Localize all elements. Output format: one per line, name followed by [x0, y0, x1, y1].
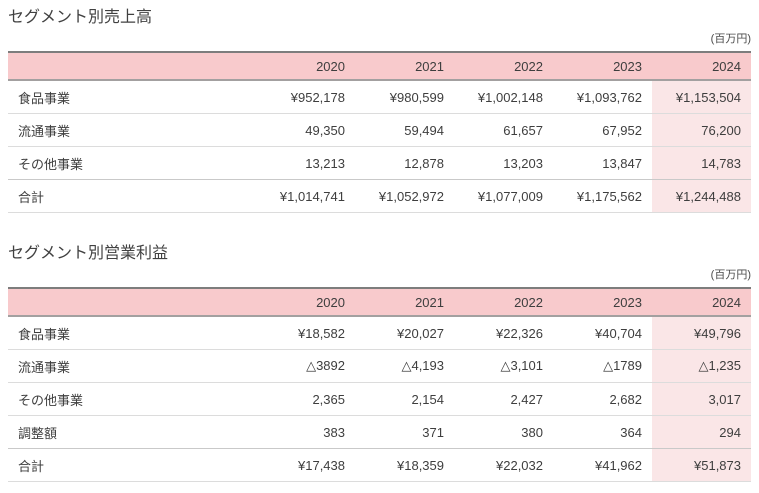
segment-label: その他事業 — [8, 383, 256, 416]
segment-name-header — [8, 51, 256, 81]
unit-label: (百万円) — [710, 33, 751, 45]
value-cell: ¥17,438 — [256, 449, 355, 482]
value-cell: 3,017 — [652, 383, 751, 416]
value-cell: 2,365 — [256, 383, 355, 416]
value-cell: ¥51,873 — [652, 449, 751, 482]
segment-label: 合計 — [8, 449, 256, 482]
value-cell: 364 — [553, 416, 652, 449]
table-title: セグメント別営業利益 — [8, 245, 169, 262]
value-cell: ¥952,178 — [256, 81, 355, 114]
year-header: 2024 — [652, 51, 751, 81]
year-header: 2024 — [652, 287, 751, 317]
value-cell: 13,213 — [256, 147, 355, 180]
table-head: 2020 2021 2022 2023 2024 — [8, 51, 751, 81]
value-cell: 12,878 — [355, 147, 454, 180]
value-cell: ¥22,326 — [454, 317, 553, 350]
segment-label: 流通事業 — [8, 350, 256, 383]
value-cell: △3892 — [256, 350, 355, 383]
table-head: 2020 2021 2022 2023 2024 — [8, 287, 751, 317]
segment-table: 2020 2021 2022 2023 2024 食品事業 ¥18,582 ¥20,027 ¥… — [8, 287, 751, 482]
value-cell: ¥49,796 — [652, 317, 751, 350]
value-cell: ¥22,032 — [454, 449, 553, 482]
segment-label: その他事業 — [8, 147, 256, 180]
value-cell: 13,203 — [454, 147, 553, 180]
total-row: 合計 ¥1,014,741 ¥1,052,972 ¥1,077,009 ¥1,175,5… — [8, 180, 751, 213]
segment-label: 流通事業 — [8, 114, 256, 147]
segment-table-section: セグメント別売上高 (百万円) 2020 2021 2022 2023 2024 食品事… — [8, 8, 751, 213]
value-cell: ¥1,002,148 — [454, 81, 553, 114]
value-cell: 49,350 — [256, 114, 355, 147]
value-cell: ¥40,704 — [553, 317, 652, 350]
table-title: セグメント別売上高 — [8, 9, 153, 26]
year-header: 2021 — [355, 51, 454, 81]
value-cell: 380 — [454, 416, 553, 449]
segment-label: 食品事業 — [8, 317, 256, 350]
value-cell: 61,657 — [454, 114, 553, 147]
year-header: 2022 — [454, 287, 553, 317]
unit-label: (百万円) — [710, 269, 751, 281]
value-cell: ¥20,027 — [355, 317, 454, 350]
table-row: その他事業 13,213 12,878 13,203 13,847 14,783 — [8, 147, 751, 180]
value-cell: △3,101 — [454, 350, 553, 383]
value-cell: 383 — [256, 416, 355, 449]
value-cell: ¥1,093,762 — [553, 81, 652, 114]
segment-table: 2020 2021 2022 2023 2024 食品事業 ¥952,178 ¥980,59… — [8, 51, 751, 213]
value-cell: 371 — [355, 416, 454, 449]
value-cell: ¥18,582 — [256, 317, 355, 350]
value-cell: 2,154 — [355, 383, 454, 416]
segment-table-section: セグメント別営業利益 (百万円) 2020 2021 2022 2023 2024 食品… — [8, 244, 751, 482]
value-cell: 67,952 — [553, 114, 652, 147]
year-header: 2022 — [454, 51, 553, 81]
value-cell: ¥41,962 — [553, 449, 652, 482]
table-row: 食品事業 ¥952,178 ¥980,599 ¥1,002,148 ¥1,093,762… — [8, 81, 751, 114]
value-cell: 76,200 — [652, 114, 751, 147]
table-row: 流通事業 49,350 59,494 61,657 67,952 76,200 — [8, 114, 751, 147]
value-cell: △1,235 — [652, 350, 751, 383]
value-cell: 59,494 — [355, 114, 454, 147]
value-cell: ¥18,359 — [355, 449, 454, 482]
value-cell: ¥980,599 — [355, 81, 454, 114]
segment-label: 合計 — [8, 180, 256, 213]
tables-root: セグメント別売上高 (百万円) 2020 2021 2022 2023 2024 食品事… — [8, 8, 751, 482]
total-row: 合計 ¥17,438 ¥18,359 ¥22,032 ¥41,962 ¥51,873 — [8, 449, 751, 482]
table-row: 食品事業 ¥18,582 ¥20,027 ¥22,326 ¥40,704 ¥49,796 — [8, 317, 751, 350]
table-row: 流通事業 △3892 △4,193 △3,101 △1789 △1,235 — [8, 350, 751, 383]
table-body: 食品事業 ¥18,582 ¥20,027 ¥22,326 ¥40,704 ¥49,796 流… — [8, 317, 751, 482]
segment-label: 食品事業 — [8, 81, 256, 114]
value-cell: ¥1,014,741 — [256, 180, 355, 213]
value-cell: △4,193 — [355, 350, 454, 383]
year-header: 2020 — [256, 287, 355, 317]
value-cell: 294 — [652, 416, 751, 449]
value-cell: ¥1,175,562 — [553, 180, 652, 213]
segment-label: 調整額 — [8, 416, 256, 449]
value-cell: ¥1,052,972 — [355, 180, 454, 213]
value-cell: 14,783 — [652, 147, 751, 180]
table-body: 食品事業 ¥952,178 ¥980,599 ¥1,002,148 ¥1,093,762… — [8, 81, 751, 213]
table-header-row: 2020 2021 2022 2023 2024 — [8, 287, 751, 317]
year-header: 2023 — [553, 287, 652, 317]
table-header-row: 2020 2021 2022 2023 2024 — [8, 51, 751, 81]
value-cell: △1789 — [553, 350, 652, 383]
value-cell: 2,427 — [454, 383, 553, 416]
segment-name-header — [8, 287, 256, 317]
value-cell: ¥1,153,504 — [652, 81, 751, 114]
year-header: 2020 — [256, 51, 355, 81]
year-header: 2023 — [553, 51, 652, 81]
value-cell: 2,682 — [553, 383, 652, 416]
value-cell: ¥1,077,009 — [454, 180, 553, 213]
value-cell: ¥1,244,488 — [652, 180, 751, 213]
table-row: 調整額 383 371 380 364 294 — [8, 416, 751, 449]
year-header: 2021 — [355, 287, 454, 317]
table-row: その他事業 2,365 2,154 2,427 2,682 3,017 — [8, 383, 751, 416]
value-cell: 13,847 — [553, 147, 652, 180]
